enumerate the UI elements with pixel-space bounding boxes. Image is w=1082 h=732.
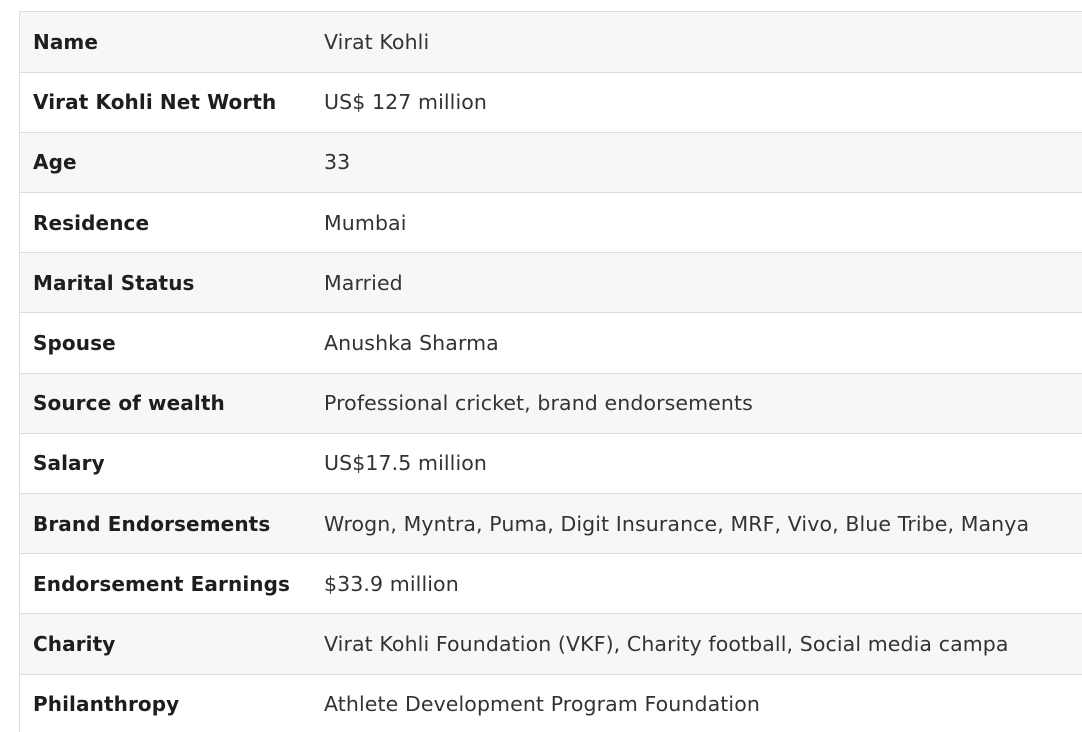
table-row: Endorsement Earnings $33.9 million <box>20 553 1082 615</box>
row-label: Endorsement Earnings <box>20 553 311 615</box>
row-label: Name <box>20 12 311 73</box>
row-label: Spouse <box>20 312 311 374</box>
row-value: Professional cricket, brand endorsements <box>311 373 1082 434</box>
row-label: Source of wealth <box>20 373 311 434</box>
row-value: Married <box>311 252 1082 314</box>
row-label: Virat Kohli Net Worth <box>20 72 311 133</box>
row-label: Charity <box>20 613 311 675</box>
table-row: Philanthropy Athlete Development Program… <box>20 674 1082 732</box>
row-value: Virat Kohli Foundation (VKF), Charity fo… <box>311 613 1082 675</box>
row-value: US$ 127 million <box>311 72 1082 133</box>
row-label: Brand Endorsements <box>20 493 311 555</box>
row-value: $33.9 million <box>311 553 1082 615</box>
profile-table: Name Virat Kohli Virat Kohli Net Worth U… <box>20 12 1082 732</box>
profile-table-container: Name Virat Kohli Virat Kohli Net Worth U… <box>19 11 1082 732</box>
row-label: Salary <box>20 433 311 495</box>
table-row: Name Virat Kohli <box>20 12 1082 73</box>
row-value: Anushka Sharma <box>311 312 1082 374</box>
row-value: 33 <box>311 132 1082 194</box>
table-row: Virat Kohli Net Worth US$ 127 million <box>20 72 1082 133</box>
row-label: Age <box>20 132 311 194</box>
row-value: Virat Kohli <box>311 12 1082 73</box>
table-row: Residence Mumbai <box>20 192 1082 254</box>
row-label: Residence <box>20 192 311 254</box>
table-row: Marital Status Married <box>20 252 1082 314</box>
row-label: Philanthropy <box>20 674 311 732</box>
row-label: Marital Status <box>20 252 311 314</box>
table-row: Spouse Anushka Sharma <box>20 312 1082 374</box>
table-row: Source of wealth Professional cricket, b… <box>20 373 1082 434</box>
table-row: Age 33 <box>20 132 1082 194</box>
table-row: Salary US$17.5 million <box>20 433 1082 495</box>
row-value: US$17.5 million <box>311 433 1082 495</box>
row-value: Athlete Development Program Foundation <box>311 674 1082 732</box>
table-row: Brand Endorsements Wrogn, Myntra, Puma, … <box>20 493 1082 555</box>
table-row: Charity Virat Kohli Foundation (VKF), Ch… <box>20 613 1082 675</box>
row-value: Mumbai <box>311 192 1082 254</box>
row-value: Wrogn, Myntra, Puma, Digit Insurance, MR… <box>311 493 1082 555</box>
